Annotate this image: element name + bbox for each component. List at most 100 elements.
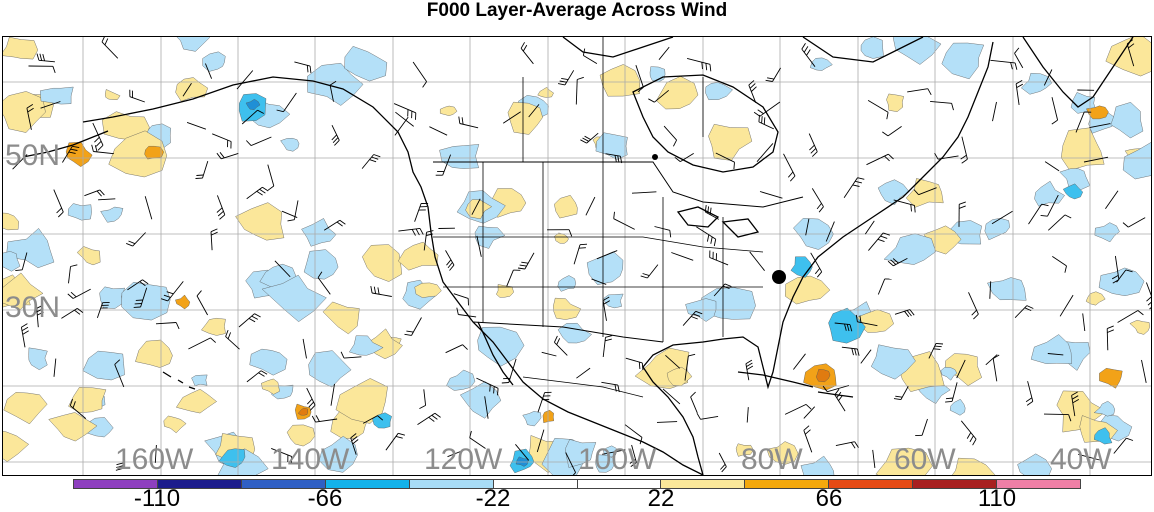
- wind-fill-area: [1111, 102, 1143, 138]
- wind-fill-area: [3, 37, 38, 59]
- wind-barb: [247, 187, 269, 199]
- wind-barb: [212, 134, 231, 149]
- wind-fill-area: [192, 375, 208, 386]
- wind-fill-area: [558, 276, 576, 292]
- wind-barb: [188, 338, 215, 349]
- wind-barb: [961, 421, 976, 445]
- wind-barb: [1026, 381, 1033, 405]
- wind-barb: [804, 407, 815, 419]
- wind-fill-area: [362, 245, 402, 282]
- wind-barb: [1045, 162, 1059, 171]
- wind-barb: [710, 251, 728, 265]
- wind-barb: [835, 389, 845, 411]
- wind-barb: [746, 360, 753, 380]
- lon-label-60w: 60W: [894, 445, 956, 475]
- wind-fill-area: [176, 389, 216, 413]
- wind-barb: [1052, 256, 1066, 272]
- wind-fill-area: [1086, 292, 1105, 306]
- wind-barb: [307, 388, 315, 410]
- wind-barb: [1142, 360, 1147, 383]
- wind-fill-area: [893, 37, 941, 65]
- wind-barb: [626, 358, 643, 370]
- wind-fill-area: [1021, 73, 1052, 94]
- wind-barb: [371, 286, 392, 296]
- wind-fill-area: [656, 76, 698, 109]
- wind-fill-area: [4, 392, 47, 424]
- wind-barb: [226, 330, 240, 349]
- strong-positive-area: [1099, 368, 1122, 388]
- wind-barb: [331, 384, 335, 406]
- wind-barb: [69, 265, 78, 284]
- color-scale-bar: [73, 479, 1081, 489]
- wind-fill-area: [906, 178, 943, 207]
- wind-barb: [659, 47, 669, 60]
- wind-barb: [603, 336, 612, 357]
- station-marker: [652, 154, 658, 160]
- wind-barbs: [13, 37, 1152, 476]
- wind-fill-area: [1035, 181, 1065, 206]
- wind-barb: [930, 101, 953, 110]
- wind-barb: [68, 289, 91, 298]
- wind-barb: [576, 77, 584, 104]
- wind-barb: [842, 347, 859, 356]
- wind-fill-area: [1061, 128, 1104, 171]
- wind-fill-area: [1031, 335, 1072, 364]
- wind-barb: [394, 104, 416, 120]
- wind-barb: [542, 352, 557, 356]
- wind-barb: [915, 419, 927, 436]
- wind-fill-area: [554, 195, 577, 218]
- wind-fill-area: [447, 370, 476, 391]
- wind-field-map: [3, 37, 1152, 476]
- wind-barb: [294, 62, 311, 73]
- wind-fill-area: [3, 429, 29, 461]
- wind-fill-area: [884, 234, 936, 265]
- wind-barb: [986, 355, 997, 365]
- wind-barb: [657, 422, 677, 423]
- wind-fill-area: [203, 52, 226, 72]
- wind-barb: [969, 292, 979, 319]
- wind-barb: [865, 221, 874, 234]
- wind-barb: [446, 345, 468, 353]
- map-title: F000 Layer-Average Across Wind: [0, 0, 1154, 22]
- wind-barb: [1107, 326, 1114, 350]
- wind-barb: [521, 42, 533, 64]
- wind-barb: [641, 265, 658, 278]
- wind-fill-area: [77, 246, 100, 265]
- wind-barb: [21, 324, 28, 348]
- wind-fill-area: [987, 278, 1026, 301]
- wind-barb: [1105, 191, 1118, 209]
- lon-label-80w: 80W: [741, 445, 803, 475]
- wind-fill-area: [40, 87, 73, 104]
- wind-barb: [757, 143, 773, 161]
- wind-fill-area: [49, 412, 97, 441]
- colorbar-label-22: 22: [648, 487, 675, 511]
- wind-barb: [586, 197, 595, 215]
- wind-barb: [867, 154, 894, 165]
- wind-fill-area: [176, 78, 208, 102]
- wind-fill-area: [135, 340, 172, 368]
- wind-barb: [961, 137, 968, 164]
- wind-barb: [102, 37, 118, 58]
- wind-fill-area: [1123, 142, 1152, 179]
- lon-label-40w: 40W: [1050, 445, 1112, 475]
- wind-fill-area: [440, 144, 479, 168]
- wind-fill-area: [496, 284, 513, 297]
- wind-barb: [395, 112, 413, 126]
- wind-barb: [268, 165, 274, 191]
- strong-positive-area: [175, 295, 190, 309]
- wind-fill-area: [801, 456, 835, 476]
- wind-fill-area: [68, 204, 92, 221]
- wind-fill-area: [3, 213, 19, 230]
- wind-barb: [766, 68, 781, 82]
- wind-barb: [126, 233, 145, 247]
- wind-fill-area: [323, 302, 359, 334]
- wind-barb: [196, 161, 208, 178]
- wind-fill-area: [523, 411, 541, 426]
- wind-barb: [664, 126, 677, 146]
- wind-barb: [418, 413, 441, 424]
- wind-barb: [1048, 215, 1071, 230]
- wind-barb: [836, 442, 859, 449]
- wind-barb: [398, 228, 423, 235]
- wind-fill-area: [302, 218, 337, 246]
- wind-barb: [246, 137, 271, 146]
